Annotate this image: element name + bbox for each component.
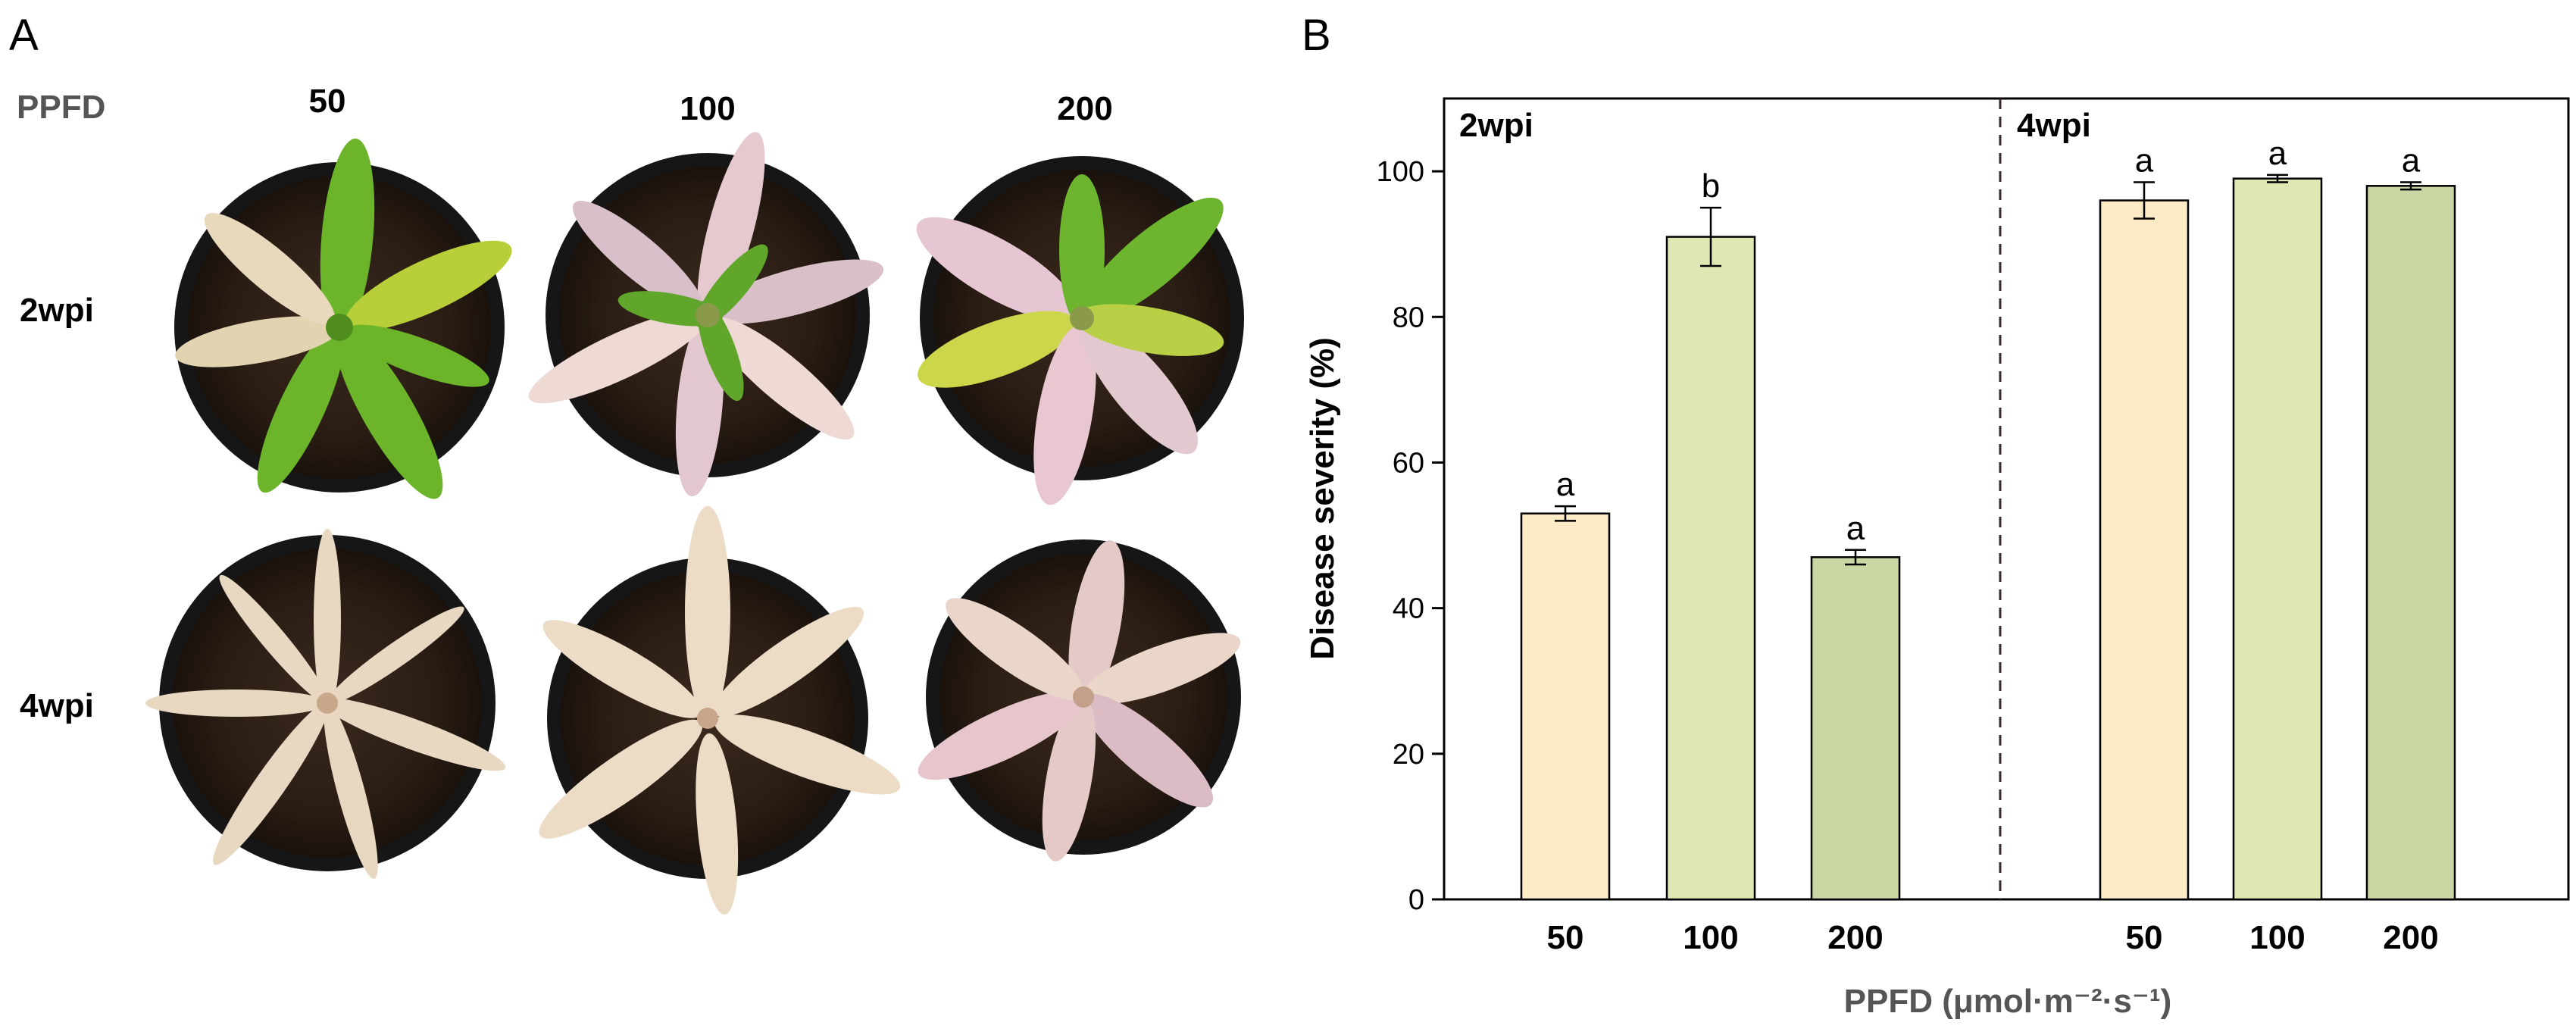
x-axis-title: PPFD (μmol·m⁻²·s⁻¹) [1844,983,2172,1020]
bar-2wpi-100 [1665,236,1756,901]
group-label-2wpi: 2wpi [1459,107,1533,144]
significance-letter: a [2402,142,2421,180]
y-tick-label: 100 [1377,156,1424,188]
significance-letter: b [1702,167,1720,205]
plant-photo-4wpi-200 [918,539,1241,861]
panel-a-letter: A [9,11,39,60]
row-label-4wpi: 4wpi [20,687,94,724]
y-tick-label: 60 [1393,447,1424,479]
x-tick-label: 200 [2383,919,2438,956]
ppfd-row-header: PPFD [17,89,105,126]
x-tick-label: 100 [2249,919,2305,956]
column-label-200: 200 [1057,90,1112,127]
bar-4wpi-50 [2099,199,2190,901]
panel-b-letter: B [1302,11,1331,60]
bar-chart: 2wpi 4wpi Disease severity (%) PPFD (μmo… [1304,97,2570,1020]
y-axis-title: Disease severity (%) [1304,337,1341,660]
plot-frame [1443,97,2570,901]
group-label-4wpi: 4wpi [2017,107,2091,144]
plant-photo-2wpi-100 [528,132,884,497]
bar-4wpi-100 [2232,177,2323,901]
y-tick-label: 0 [1408,884,1424,916]
bars: a 50 b 100 a 200 a 50 a 100 a 200 [1520,135,2456,956]
bar-2wpi-50 [1520,512,1611,901]
y-axis: 0 20 40 60 80 100 [1377,156,1444,916]
significance-letter: a [1556,466,1575,503]
column-label-100: 100 [680,90,735,127]
plant-photo-4wpi-100 [539,506,901,915]
bar-4wpi-200 [2365,185,2456,901]
plant-photo-2wpi-50 [174,138,512,499]
y-tick-label: 20 [1393,739,1424,771]
x-tick-label: 100 [1683,919,1738,956]
significance-letter: a [2268,135,2287,172]
x-tick-label: 50 [2126,919,2163,956]
column-label-50: 50 [309,83,346,120]
y-tick-label: 80 [1393,302,1424,333]
significance-letter: a [2135,142,2154,180]
panel-b: B 2wpi 4wpi Disease severity (%) PPFD (μ… [1302,11,2570,1020]
bar-2wpi-200 [1810,556,1901,901]
significance-letter: a [1846,510,1865,547]
x-tick-label: 200 [1827,919,1883,956]
plant-photo-2wpi-200 [916,156,1244,505]
row-label-2wpi: 2wpi [20,292,94,329]
panel-a: A PPFD 50 100 200 2wpi 4wpi [9,11,1244,915]
y-tick-label: 40 [1393,593,1424,625]
plant-photo-4wpi-50 [145,529,506,879]
x-tick-label: 50 [1547,919,1584,956]
